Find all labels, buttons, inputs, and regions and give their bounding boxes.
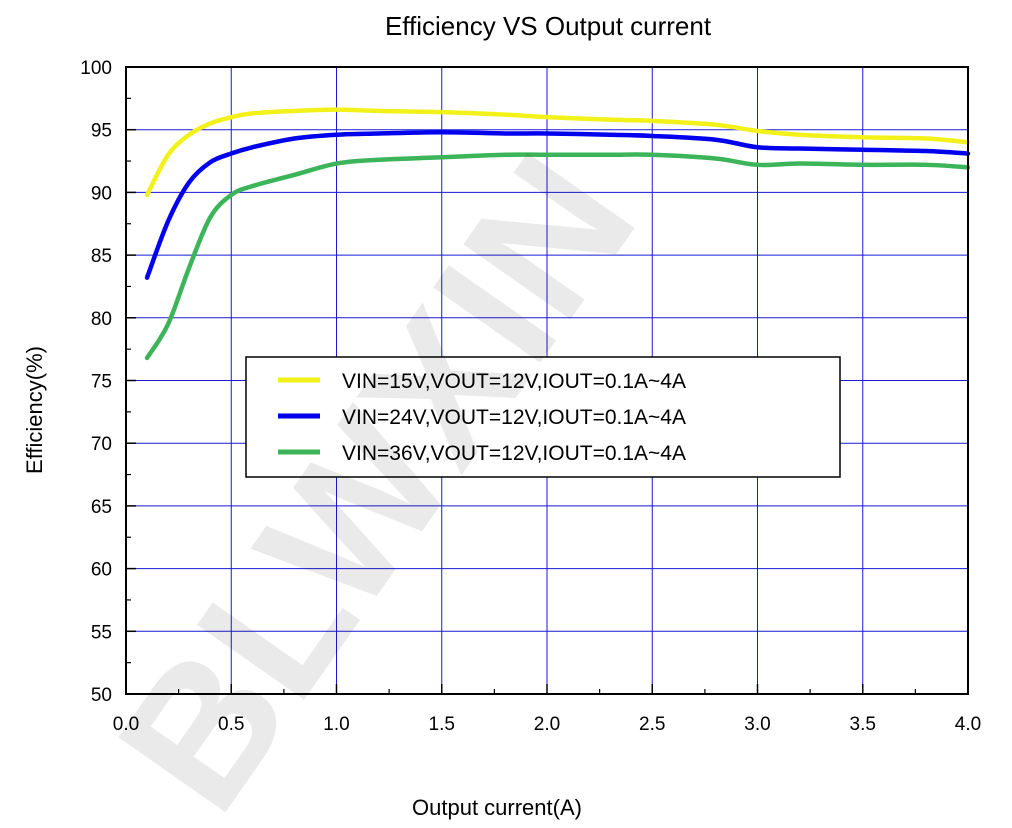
y-tick-label: 60 (91, 560, 112, 581)
legend-box (245, 356, 841, 478)
series-line-3 (144, 152, 971, 361)
y-tick-label: 70 (91, 434, 112, 455)
y-tick-label: 95 (91, 121, 112, 142)
series-layer (144, 107, 971, 361)
y-tick-label: 80 (91, 309, 112, 330)
y-tick-label: 50 (91, 685, 112, 706)
tick-labels: 0.0 0.5 1.0 1.5 2.0 2.5 3.0 3.5 4.0 50 55 60 65 70 75 8… (80, 58, 981, 735)
legend-label-1: VIN=15V,VOUT=12V,IOUT=0.1A~4A (342, 370, 686, 393)
x-tick-label: 2.5 (639, 714, 665, 735)
legend-label-2: VIN=24V,VOUT=12V,IOUT=0.1A~4A (342, 406, 686, 429)
y-tick-label: 100 (80, 58, 112, 79)
chart-title: Efficiency VS Output current (385, 11, 712, 41)
series-line-2 (144, 129, 971, 280)
y-tick-label: 75 (91, 372, 112, 393)
x-tick-label: 0.0 (113, 714, 139, 735)
x-tick-label: 2.0 (534, 714, 560, 735)
legend-label-3: VIN=36V,VOUT=12V,IOUT=0.1A~4A (342, 442, 686, 465)
series-line-1 (144, 107, 971, 198)
x-axis-label: Output current(A) (412, 795, 582, 820)
x-tick-label: 3.5 (850, 714, 876, 735)
y-axis-label: Efficiency(%) (22, 346, 47, 474)
ticks (125, 66, 969, 695)
x-tick-label: 0.5 (218, 714, 244, 735)
x-tick-label: 1.5 (429, 714, 455, 735)
legend: VIN=15V,VOUT=12V,IOUT=0.1A~4A VIN=24V,VOU… (245, 356, 841, 478)
x-tick-label: 1.0 (323, 714, 349, 735)
x-tick-label: 3.0 (744, 714, 770, 735)
y-tick-label: 65 (91, 497, 112, 518)
x-tick-label: 4.0 (955, 714, 981, 735)
y-tick-label: 55 (91, 622, 112, 643)
y-tick-label: 85 (91, 246, 112, 267)
y-tick-label: 90 (91, 183, 112, 204)
